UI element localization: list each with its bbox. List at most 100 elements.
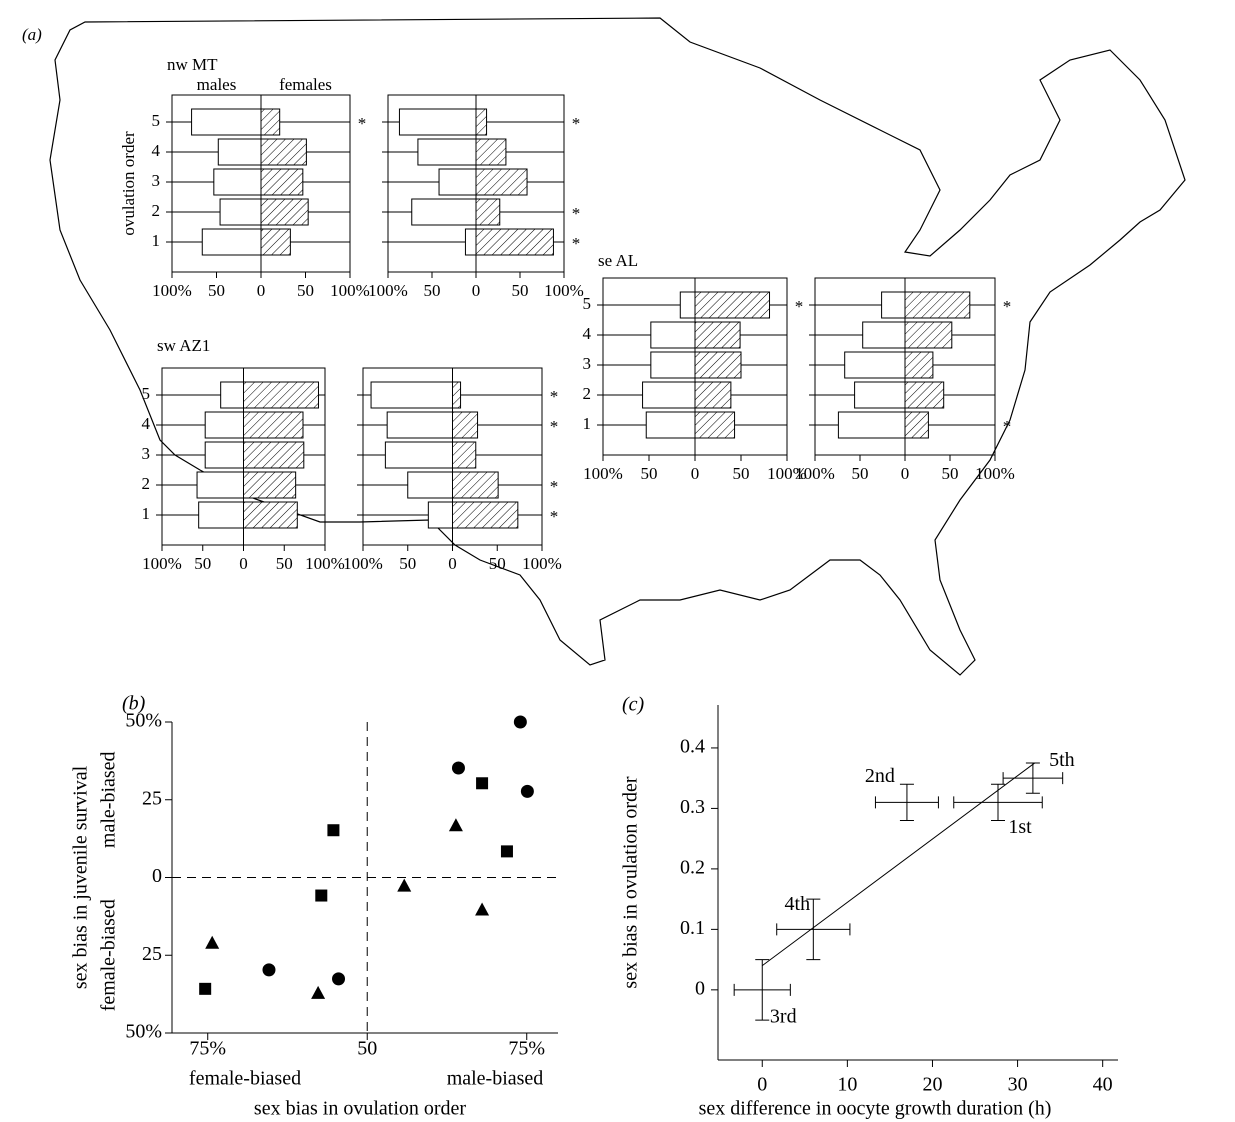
category-label: 4 — [142, 414, 151, 433]
bar — [650, 351, 696, 379]
bar — [452, 381, 462, 409]
x-tick-label: 0 — [239, 554, 248, 573]
x-tick-label: 50 — [424, 281, 441, 300]
category-label: 3 — [152, 171, 161, 190]
x-tick-label: 75% — [189, 1038, 226, 1060]
point — [475, 902, 490, 916]
bar — [384, 441, 453, 469]
x-tick-label: 50 — [297, 281, 314, 300]
bar — [243, 441, 305, 469]
bar — [452, 501, 519, 529]
significance-mark: * — [550, 507, 559, 526]
category-label: 2 — [142, 474, 151, 493]
bar — [427, 501, 453, 529]
x-tick-label: 100% — [305, 554, 345, 573]
x-tick-label: 100% — [343, 554, 383, 573]
y-axis-label: sex bias in juvenile survival — [70, 765, 92, 989]
x-tick-label: 100% — [368, 281, 408, 300]
category-label: 2 — [583, 384, 592, 403]
bar — [904, 321, 953, 349]
y-error-bar — [1025, 762, 1040, 794]
bar — [452, 471, 499, 499]
x-tick-label: 50 — [208, 281, 225, 300]
series-label: females — [279, 75, 332, 94]
bar — [694, 381, 732, 409]
bar — [694, 411, 736, 439]
bar — [679, 291, 696, 319]
y-tick-label: 0 — [695, 977, 705, 999]
category-label: 5 — [583, 294, 592, 313]
bar — [452, 411, 479, 439]
category-label: 1 — [142, 504, 151, 523]
y-tick-label: 50% — [125, 710, 162, 732]
x-tick-label: 100% — [975, 464, 1015, 483]
bar — [475, 108, 488, 136]
x-tick-label: 0 — [257, 281, 266, 300]
bar — [854, 381, 906, 409]
point — [451, 761, 465, 775]
chart-title: nw MT — [167, 55, 218, 74]
category-label: 5 — [152, 111, 161, 130]
x-tick-label: 50 — [194, 554, 211, 573]
point — [315, 889, 328, 902]
bar — [204, 411, 245, 439]
bar — [260, 228, 291, 256]
x-tick-label: 100% — [583, 464, 623, 483]
bar — [475, 228, 554, 256]
point — [205, 935, 220, 949]
x-axis-label: sex difference in oocyte growth duration… — [699, 1098, 1052, 1120]
bar — [370, 381, 453, 409]
point — [500, 845, 513, 858]
x-tick-label: 100% — [795, 464, 835, 483]
bar — [650, 321, 696, 349]
category-label: 3 — [142, 444, 151, 463]
category-label: 2 — [152, 201, 161, 220]
bar — [243, 411, 304, 439]
bar — [417, 138, 477, 166]
bar — [904, 351, 934, 379]
x-tick-label: 50 — [852, 464, 869, 483]
y-tick-label: 0 — [152, 865, 162, 887]
x-tick-label: 0 — [901, 464, 910, 483]
significance-mark: * — [358, 114, 367, 133]
x-tick-label: 100% — [522, 554, 562, 573]
x-tick-label: 20 — [922, 1074, 942, 1096]
point-label: 1st — [1008, 816, 1032, 838]
y-tick-label: 25 — [142, 787, 162, 809]
significance-mark: * — [795, 297, 804, 316]
x-tick-label: 0 — [691, 464, 700, 483]
x-tick-label: 30 — [1008, 1074, 1028, 1096]
x-tick-label: 50 — [512, 281, 529, 300]
x-tick-label: 75% — [508, 1038, 545, 1060]
bar — [438, 168, 477, 196]
y-error-bar — [806, 898, 821, 961]
y-axis-label: sex bias in ovulation order — [620, 776, 642, 989]
panel-b: 75% 50 75%50%2502550%male-biasedfemale-bia… — [70, 693, 558, 1120]
significance-mark: * — [1003, 297, 1012, 316]
x-tick-label: 100% — [142, 554, 182, 573]
panel-label: (c) — [622, 694, 645, 716]
y-tick-label: 0.3 — [680, 796, 705, 818]
bar — [475, 138, 507, 166]
x-tick-label: 0 — [472, 281, 481, 300]
y-error-bar — [991, 783, 1005, 822]
bar — [452, 441, 477, 469]
point — [311, 985, 326, 999]
bar — [862, 321, 906, 349]
bar — [642, 381, 696, 409]
y-side-label: female-biased — [98, 899, 120, 1011]
series-label: males — [197, 75, 237, 94]
panel-label: (a) — [22, 25, 42, 44]
bar — [196, 471, 244, 499]
category-label: 5 — [142, 384, 151, 403]
y-tick-label: 50% — [125, 1021, 162, 1043]
bar — [904, 291, 971, 319]
bar — [407, 471, 453, 499]
point — [520, 784, 534, 798]
bar — [386, 411, 454, 439]
x-tick-label: 0 — [448, 554, 457, 573]
bar — [411, 198, 477, 226]
significance-mark: * — [572, 114, 581, 133]
